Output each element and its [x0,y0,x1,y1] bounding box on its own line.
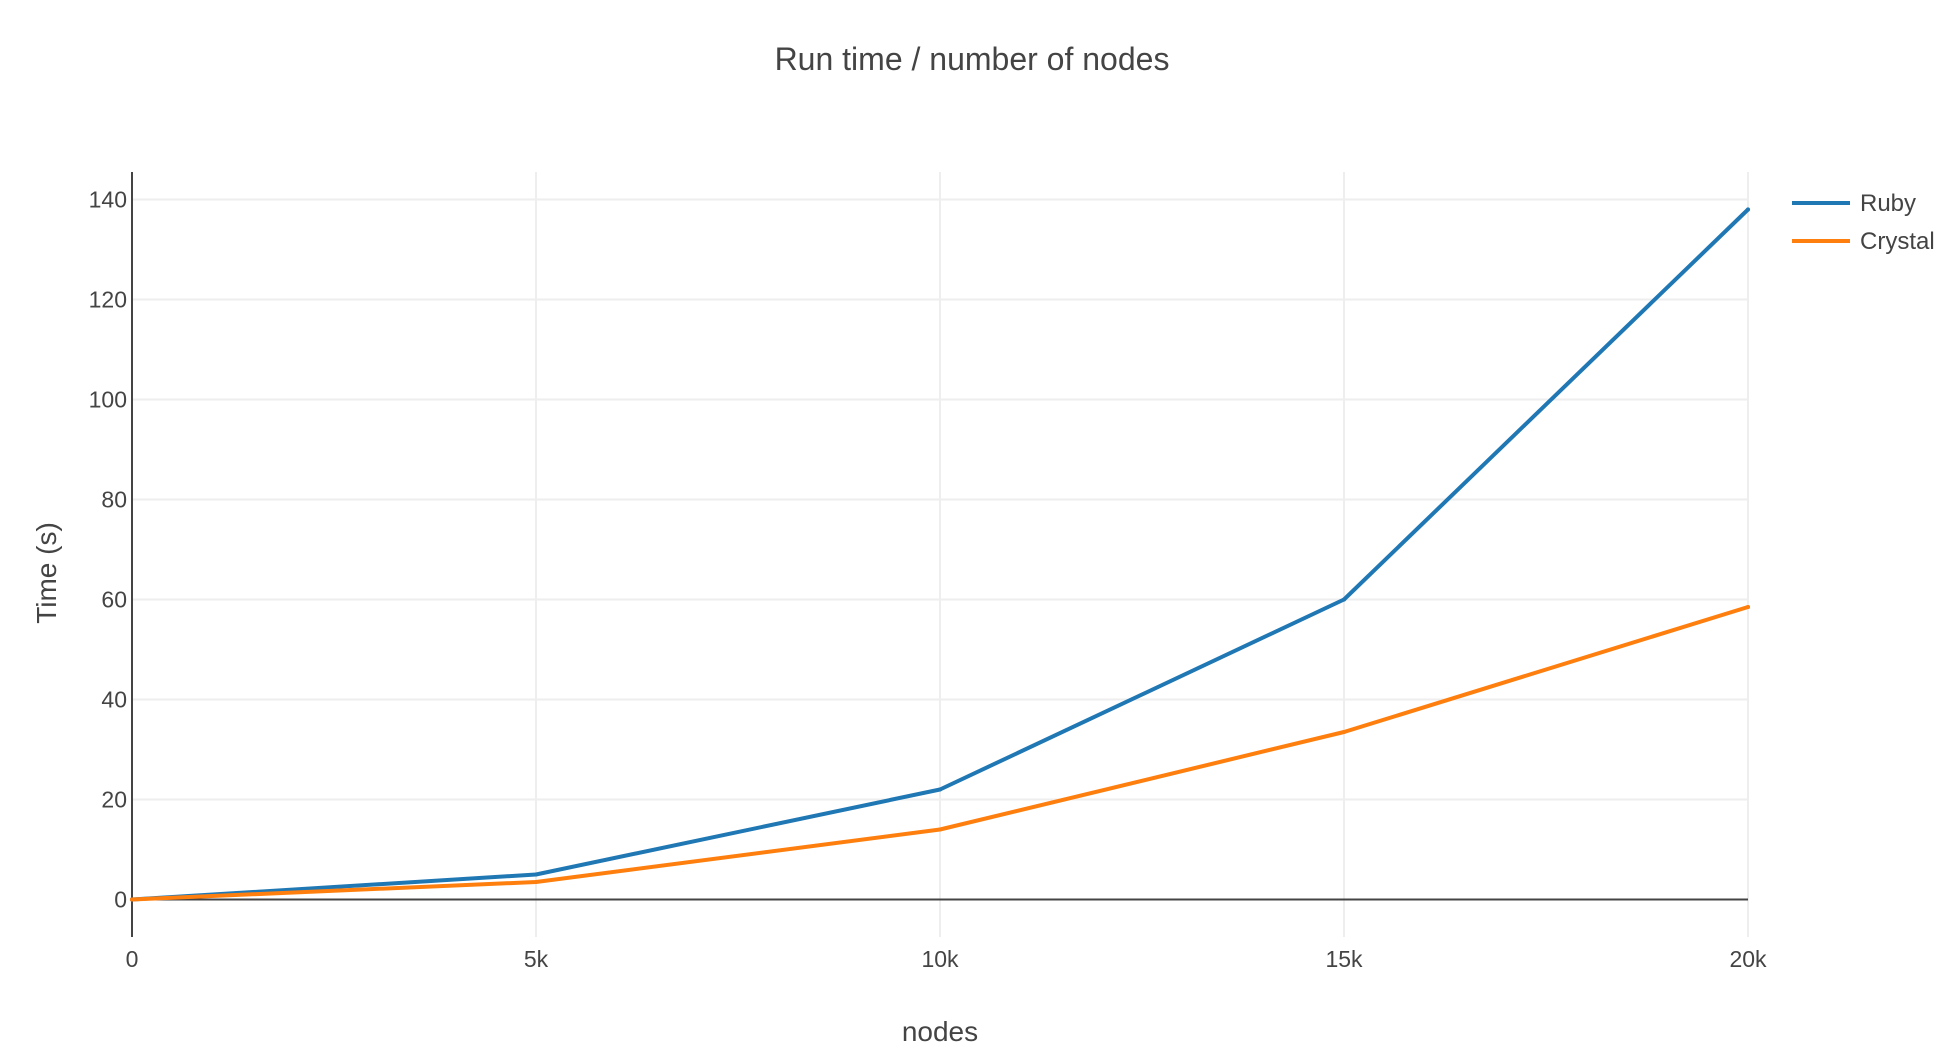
x-tick-label: 5k [524,946,549,972]
x-tick-label: 10k [921,946,959,972]
y-tick-label: 120 [89,287,127,313]
x-gridlines [535,172,1749,937]
chart-title: Run time / number of nodes [775,41,1170,77]
x-tick-label: 15k [1325,946,1363,972]
y-tick-label: 40 [101,687,127,713]
data-point-ruby [938,787,942,792]
x-tick-label: 0 [126,946,139,972]
legend-label: Crystal [1860,228,1935,255]
data-point-crystal [534,880,538,884]
y-tick-label: 20 [101,787,127,813]
y-tick-label: 80 [101,487,127,513]
legend[interactable]: Ruby Crystal [1792,190,1935,255]
data-point-crystal [130,897,134,902]
data-point-crystal [1746,605,1750,609]
series-layer [130,207,1750,902]
legend-item-ruby[interactable]: Ruby [1792,190,1916,217]
y-tick-label: 60 [101,587,127,613]
y-gridlines [132,198,1748,801]
y-tick-label: 140 [89,187,127,213]
y-tick-labels: 0 20 40 60 80 100 120 140 [89,187,127,913]
data-point-crystal [938,827,942,832]
data-point-ruby [534,872,538,877]
x-axis-title: nodes [902,1016,978,1047]
y-tick-label: 100 [89,387,127,413]
data-point-ruby [1342,597,1346,602]
legend-item-crystal[interactable]: Crystal [1792,228,1935,255]
x-tick-labels: 0 5k 10k 15k 20k [126,946,1767,972]
y-tick-label: 0 [114,887,127,913]
x-tick-label: 20k [1729,946,1767,972]
data-point-ruby [1746,207,1750,212]
y-axis-title: Time (s) [31,522,62,624]
data-point-crystal [1342,730,1346,734]
legend-label: Ruby [1860,190,1916,217]
